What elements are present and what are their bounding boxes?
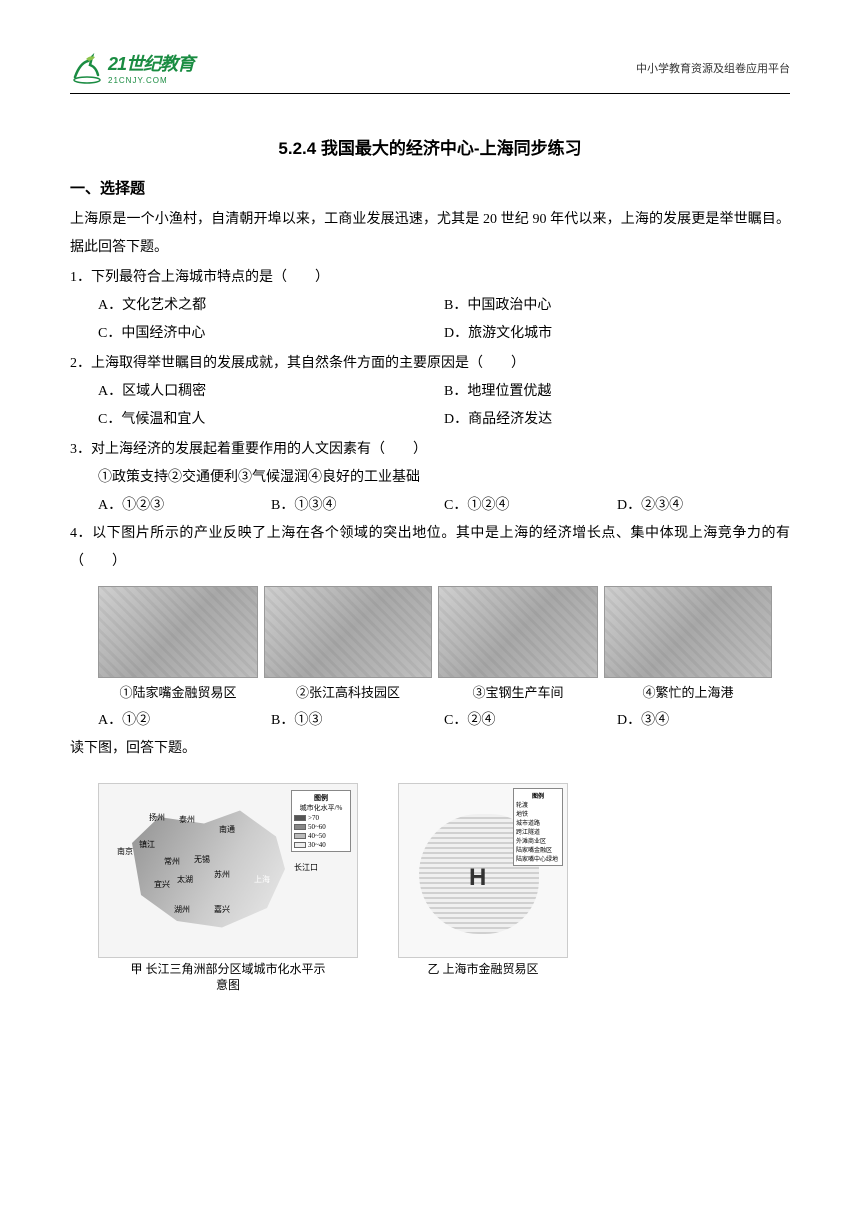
q4-option-b: B．①③ — [271, 707, 444, 735]
logo-icon — [70, 51, 104, 85]
q3-option-b: B．①③④ — [271, 492, 444, 520]
map2-l3: 城市道路 — [516, 818, 560, 827]
map1-block: 图例 城市化水平/% >70 50~60 40~50 30~40 扬州 泰州 南… — [98, 783, 358, 993]
map2-caption: 乙 上海市金融贸易区 — [427, 962, 538, 978]
q2-options: A．区域人口稠密 B．地理位置优越 C．气候温和宜人 D．商品经济发达 — [70, 378, 790, 434]
map1-l2: 50~60 — [308, 823, 326, 831]
page-header: 21世纪教育 21CNJY.COM 中小学教育资源及组卷应用平台 — [70, 50, 790, 85]
q3-stem: 3．对上海经济的发展起着重要作用的人文因素有（ ） — [70, 436, 790, 464]
city-label: 嘉兴 — [214, 904, 230, 915]
q2-option-a: A．区域人口稠密 — [98, 378, 444, 406]
q3-sub: ①政策支持②交通便利③气候湿润④良好的工业基础 — [70, 464, 790, 492]
page-title: 5.2.4 我国最大的经济中心-上海同步练习 — [70, 134, 790, 159]
city-label: 扬州 — [149, 812, 165, 823]
q4-option-d: D．③④ — [617, 707, 790, 735]
q4-image-row — [70, 586, 790, 678]
q4-caption-3: ③宝钢生产车间 — [438, 682, 598, 701]
city-label: 镇江 — [139, 839, 155, 850]
map2-l2: 地铁 — [516, 809, 560, 818]
map1-legend-title: 图例 — [294, 793, 348, 803]
map2-image: H 图例 轮渡 地铁 城市道路 跨江隧道 外滩商业区 陆家嘴金融区 陆家嘴中心绿… — [398, 783, 568, 958]
q4-options: A．①② B．①③ C．②④ D．③④ — [70, 707, 790, 735]
q3-option-a: A．①②③ — [98, 492, 271, 520]
map2-l6: 陆家嘴金融区 — [516, 845, 560, 854]
q4-caption-2: ②张江高科技园区 — [264, 682, 432, 701]
city-label: 太湖 — [177, 874, 193, 885]
logo-area: 21世纪教育 21CNJY.COM — [70, 50, 194, 85]
map1-l1: >70 — [308, 814, 319, 822]
q4-image-4 — [604, 586, 772, 678]
intro-paragraph: 上海原是一个小渔村，自清朝开埠以来，工商业发展迅速，尤其是 20 世纪 90 年… — [70, 206, 790, 262]
q2-option-b: B．地理位置优越 — [444, 378, 790, 406]
city-label: 上海 — [254, 874, 270, 885]
map2-l4: 跨江隧道 — [516, 827, 560, 836]
map2-legend-title: 图例 — [516, 791, 560, 800]
q4-caption-row: ①陆家嘴金融贸易区 ②张江高科技园区 ③宝钢生产车间 ④繁忙的上海港 — [70, 682, 790, 701]
city-label: 无锡 — [194, 854, 210, 865]
map2-legend: 图例 轮渡 地铁 城市道路 跨江隧道 外滩商业区 陆家嘴金融区 陆家嘴中心绿地 — [513, 788, 563, 866]
q2-stem: 2．上海取得举世瞩目的发展成就，其自然条件方面的主要原因是（ ） — [70, 350, 790, 378]
map2-l1: 轮渡 — [516, 800, 560, 809]
q3-option-d: D．②③④ — [617, 492, 790, 520]
map1-l3: 40~50 — [308, 832, 326, 840]
brand-sub: 21CNJY.COM — [108, 76, 194, 85]
q3-option-c: C．①②④ — [444, 492, 617, 520]
q1-options: A．文化艺术之都 B．中国政治中心 C．中国经济中心 D．旅游文化城市 — [70, 292, 790, 348]
map-row: 图例 城市化水平/% >70 50~60 40~50 30~40 扬州 泰州 南… — [70, 783, 790, 993]
map2-l7: 陆家嘴中心绿地 — [516, 854, 560, 863]
city-label: 湖州 — [174, 904, 190, 915]
city-label: 宜兴 — [154, 879, 170, 890]
q1-option-c: C．中国经济中心 — [98, 320, 444, 348]
brand-text: 21世纪教育 21CNJY.COM — [108, 50, 194, 85]
q4-image-2 — [264, 586, 432, 678]
q1-option-a: A．文化艺术之都 — [98, 292, 444, 320]
q1-option-b: B．中国政治中心 — [444, 292, 790, 320]
river-label: 长江口 — [294, 862, 318, 873]
q2-option-d: D．商品经济发达 — [444, 406, 790, 434]
map1-l4: 30~40 — [308, 841, 326, 849]
map1-caption: 甲 长江三角洲部分区域城市化水平示意图 — [128, 962, 328, 993]
q4-image-3 — [438, 586, 598, 678]
q3-options: A．①②③ B．①③④ C．①②④ D．②③④ — [70, 492, 790, 520]
map2-block: H 图例 轮渡 地铁 城市道路 跨江隧道 外滩商业区 陆家嘴金融区 陆家嘴中心绿… — [398, 783, 568, 993]
city-label: 苏州 — [214, 869, 230, 880]
q4-stem: 4．以下图片所示的产业反映了上海在各个领域的突出地位。其中是上海的经济增长点、集… — [70, 520, 790, 576]
q4-option-a: A．①② — [98, 707, 271, 735]
city-label: 南京 — [117, 846, 133, 857]
header-right-text: 中小学教育资源及组卷应用平台 — [636, 60, 790, 76]
map2-l5: 外滩商业区 — [516, 836, 560, 845]
q1-option-d: D．旅游文化城市 — [444, 320, 790, 348]
map1-image: 图例 城市化水平/% >70 50~60 40~50 30~40 扬州 泰州 南… — [98, 783, 358, 958]
q4-option-c: C．②④ — [444, 707, 617, 735]
q2-option-c: C．气候温和宜人 — [98, 406, 444, 434]
q1-stem: 1．下列最符合上海城市特点的是（ ） — [70, 264, 790, 292]
map-intro: 读下图，回答下题。 — [70, 735, 790, 763]
city-label: 南通 — [219, 824, 235, 835]
q4-caption-4: ④繁忙的上海港 — [604, 682, 772, 701]
map2-h-label: H — [469, 864, 486, 892]
map1-legend-sub: 城市化水平/% — [294, 803, 348, 813]
section-heading: 一、选择题 — [70, 177, 790, 198]
q4-caption-1: ①陆家嘴金融贸易区 — [98, 682, 258, 701]
city-label: 泰州 — [179, 814, 195, 825]
header-divider — [70, 93, 790, 94]
brand-main: 21世纪教育 — [108, 50, 194, 76]
city-label: 常州 — [164, 856, 180, 867]
q4-image-1 — [98, 586, 258, 678]
map1-legend: 图例 城市化水平/% >70 50~60 40~50 30~40 — [291, 790, 351, 852]
